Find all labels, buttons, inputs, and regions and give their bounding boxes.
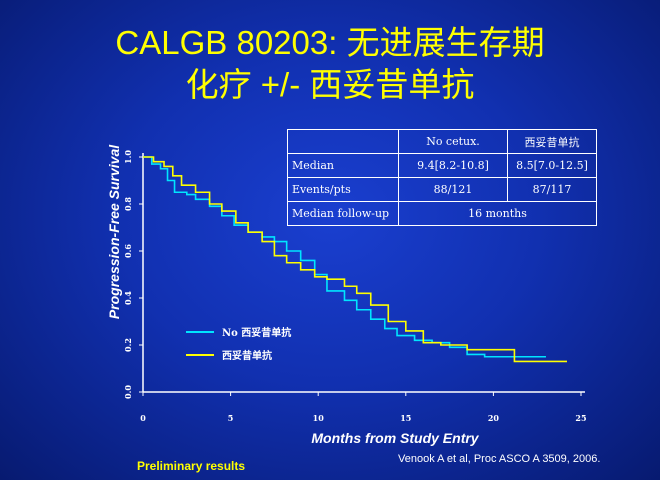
y-tick-label: 1.0 [123,150,133,164]
y-tick-label: 0.0 [123,385,133,399]
table-cell: 87/117 [507,177,597,202]
y-tick-label: 0.6 [123,244,133,258]
table-header-cetux: 西妥昔单抗 [507,129,597,154]
table-cell: 8.5[7.0-12.5] [507,153,597,178]
table-row: Events/pts 88/121 87/117 [287,177,597,202]
table-cell: 9.4[8.2-10.8] [398,153,508,178]
series-cetux-line [143,156,567,363]
table-header-row: No cetux. 西妥昔单抗 [287,129,597,154]
y-axis-label: Progression-Free Survival [106,144,122,320]
table-row: Median 9.4[8.2-10.8] 8.5[7.0-12.5] [287,153,597,178]
x-axis-label: Months from Study Entry [311,430,479,446]
preliminary-note: Preliminary results [137,459,246,473]
table-cell: Events/pts [287,177,399,202]
curves [143,156,567,363]
chart-title: CALGB 80203: 无进展生存期 [115,24,545,61]
chart-subtitle: 化疗 +/- 西妥昔单抗 [185,66,475,103]
axes: 0 5 10 15 20 25 0.0 0.2 0.4 0.6 0.8 1.0 [123,150,587,423]
table-cell: 16 months [398,201,597,226]
stats-table: No cetux. 西妥昔单抗 Median 9.4[8.2-10.8] 8.5… [287,129,597,226]
y-tick-label: 0.8 [123,197,133,211]
table-cell: 88/121 [398,177,508,202]
y-tick-label: 0.4 [123,291,133,305]
x-tick-label: 25 [575,413,586,423]
table-row: Median follow-up 16 months [287,201,597,226]
x-tick-label: 0 [140,413,146,423]
legend-label: No 西妥昔单抗 [222,326,291,339]
y-tick-label: 0.2 [123,338,133,352]
table-cell: Median follow-up [287,201,399,226]
table-cell: Median [287,153,399,178]
x-tick-label: 10 [313,413,325,423]
x-tick-label: 5 [228,413,234,423]
x-tick-label: 20 [488,413,500,423]
table-header-no-cetux: No cetux. [398,129,508,154]
x-tick-label: 15 [400,413,411,423]
citation: Venook A et al, Proc ASCO A 3509, 2006. [398,453,601,465]
legend-label: 西妥昔单抗 [222,349,272,362]
table-cell [287,129,399,154]
